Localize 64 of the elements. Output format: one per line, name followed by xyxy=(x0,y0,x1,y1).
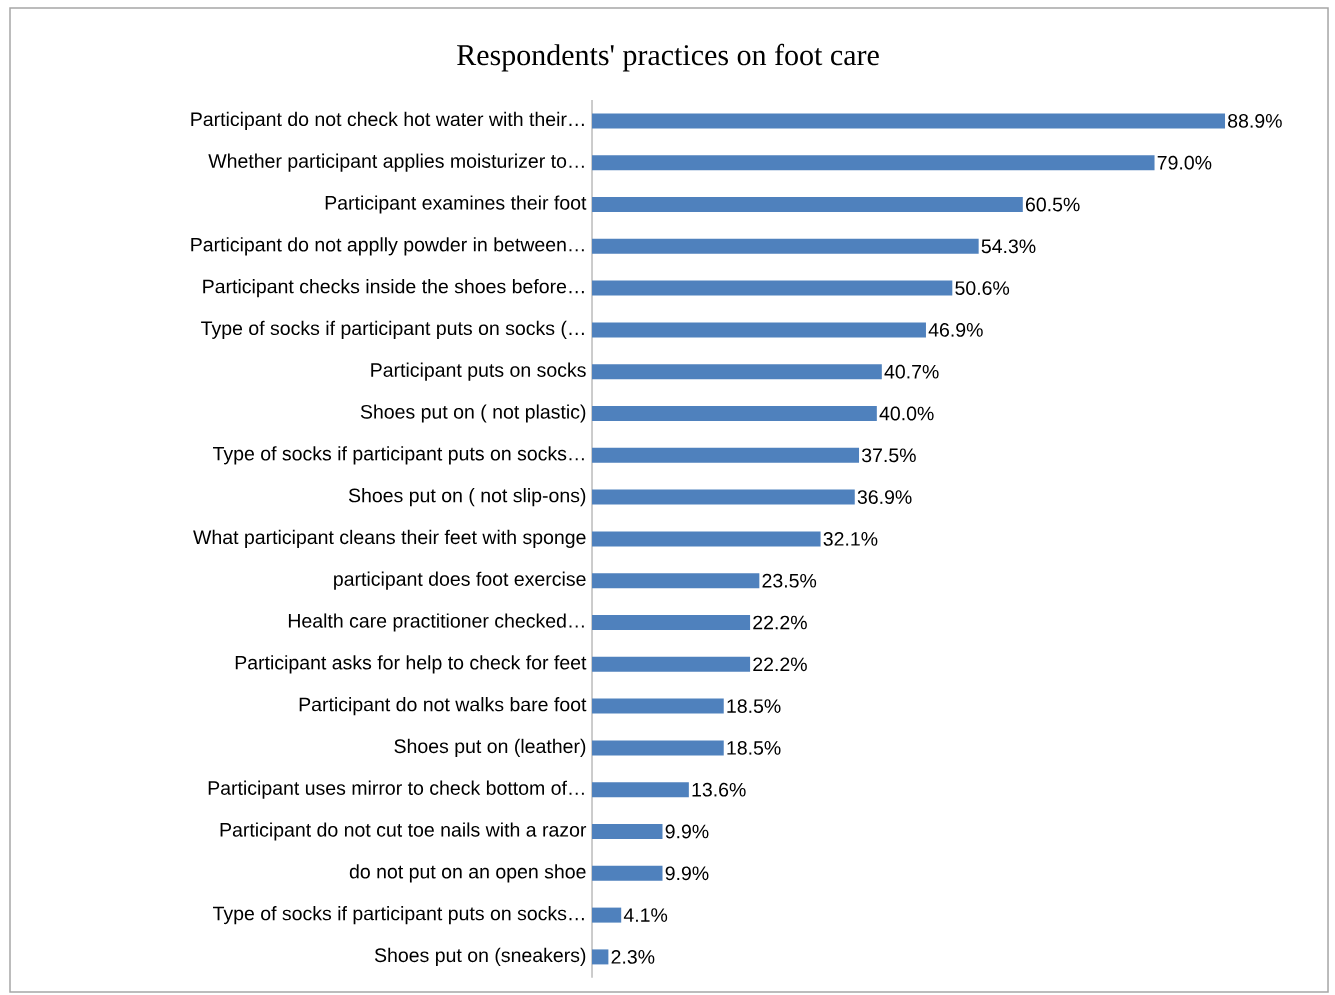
y-tick-label: Participant checks inside the shoes before… xyxy=(203,279,584,298)
bar xyxy=(592,155,1155,171)
data-label: 37.5% xyxy=(861,448,916,463)
data-label: 46.9% xyxy=(928,323,983,337)
data-label: 88.9% xyxy=(1228,113,1282,128)
bar xyxy=(592,907,622,923)
data-label: 2.3% xyxy=(611,950,655,964)
data-label: 18.5% xyxy=(727,741,781,755)
data-label: 9.9% xyxy=(665,824,709,839)
bar xyxy=(592,949,609,965)
bar xyxy=(592,489,855,505)
bar xyxy=(592,238,979,254)
y-tick-label: Type of socks if participant puts on socks (… xyxy=(201,320,584,339)
y-tick-label: Shoes put on ( not slip-ons) xyxy=(348,488,586,507)
data-label: 18.5% xyxy=(727,699,781,713)
bar xyxy=(592,113,1226,129)
y-tick-label: Shoes put on (sneakers) xyxy=(374,947,586,966)
data-label: 40.7% xyxy=(884,364,939,379)
y-tick-label: Type of socks if participant puts on socks… xyxy=(213,446,584,465)
bar xyxy=(592,615,751,630)
bar xyxy=(592,280,953,296)
y-tick-label: Participant examines their foot xyxy=(325,195,587,214)
data-label: 50.6% xyxy=(955,281,1010,295)
y-tick-label: Shoes put on (leather) xyxy=(394,738,586,757)
y-tick-label: Shoes put on ( not plastic) xyxy=(360,404,586,423)
bar xyxy=(592,406,877,421)
y-tick-label: Type of socks if participant puts on socks… xyxy=(213,906,584,925)
bar xyxy=(592,322,926,338)
data-label: 9.9% xyxy=(665,866,709,881)
bar xyxy=(592,656,751,672)
y-tick-label: Participant do not applly powder in between… xyxy=(191,237,584,256)
data-label: 13.6% xyxy=(692,782,746,797)
data-label: 22.2% xyxy=(753,657,807,672)
data-label: 79.0% xyxy=(1157,155,1212,170)
bar xyxy=(592,447,860,463)
y-tick-label: participant does foot exercise xyxy=(334,571,586,590)
bar xyxy=(592,573,760,589)
data-label: 4.1% xyxy=(623,908,668,922)
data-label: 40.0% xyxy=(879,406,934,421)
y-tick-label: Participant uses mirror to check bottom of… xyxy=(208,780,584,799)
bar xyxy=(592,698,724,714)
y-tick-label: Participant do not cut toe nails with a razor xyxy=(220,822,587,841)
bar xyxy=(592,824,663,839)
data-label: 23.5% xyxy=(762,573,817,588)
y-tick-label: What participant cleans their feet with sponge xyxy=(193,529,586,548)
bar xyxy=(592,782,689,798)
data-label: 36.9% xyxy=(857,490,912,504)
bar xyxy=(592,196,1023,212)
chart-title: Respondents' practices on foot care xyxy=(457,43,879,72)
data-label: 22.2% xyxy=(753,615,807,630)
y-tick-label: do not put on an open shoe xyxy=(349,864,586,883)
data-label: 60.5% xyxy=(1025,197,1080,212)
bar xyxy=(592,531,821,547)
y-tick-label: Whether participant applies moisturizer to… xyxy=(208,153,584,172)
y-tick-label: Participant do not walks bare foot xyxy=(299,697,587,716)
y-tick-label: Participant do not check hot water with their… xyxy=(191,111,584,130)
bar xyxy=(592,364,882,380)
data-label: 54.3% xyxy=(981,239,1036,254)
y-tick-label: Health care practitioner checked… xyxy=(288,613,584,632)
data-label: 32.1% xyxy=(823,532,878,546)
y-tick-label: Participant puts on socks xyxy=(371,362,586,381)
bar xyxy=(592,865,663,881)
bar xyxy=(592,740,724,756)
y-tick-label: Participant asks for help to check for feet xyxy=(235,655,587,674)
